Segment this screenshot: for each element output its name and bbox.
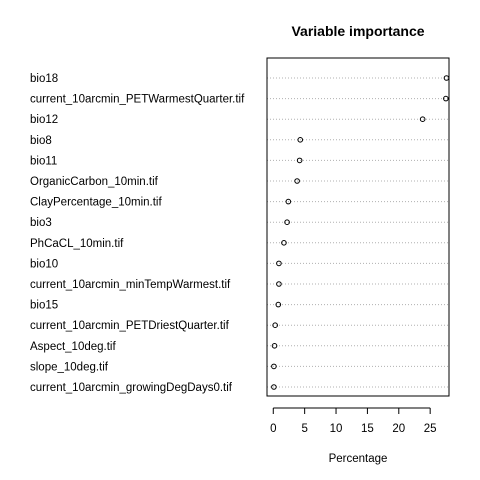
variable-label: Aspect_10deg.tif [30,341,116,353]
data-point [296,157,303,164]
data-point [297,137,304,143]
variable-label: slope_10deg.tif [30,361,109,373]
data-point [272,322,278,329]
data-point [285,198,292,205]
variable-label: current_10arcmin_PETWarmestQuarter.tif [30,94,245,106]
variable-label: current_10arcmin_growingDegDays0.tif [30,382,233,394]
x-tick-label: 15 [361,423,374,435]
x-axis-label: Percentage [329,453,388,465]
x-tick-label: 10 [330,423,343,435]
variable-label: bio8 [30,135,52,147]
variable-label: current_10arcmin_PETDriestQuarter.tif [30,320,230,332]
x-tick-label: 25 [424,423,437,435]
data-point [271,343,278,349]
variable-labels: bio18 current_10arcmin_PETWarmestQuarter.… [30,73,245,394]
variable-label: bio10 [30,258,58,270]
x-tick-label: 5 [301,423,307,435]
plot-frame [266,57,450,397]
variable-label: bio12 [30,114,58,126]
x-tick-label: 0 [270,423,276,435]
x-axis: 0 5 10 15 20 25 [270,407,437,435]
data-point [294,178,300,184]
data-point [281,240,287,246]
chart-title: Variable importance [291,23,424,39]
variable-label: bio11 [30,155,57,167]
variable-label: PhCaCL_10min.tif [30,238,124,250]
data-point [271,363,277,370]
data-points [271,75,450,390]
grid-lines [267,77,449,388]
variable-label: bio15 [30,300,58,312]
data-point [284,219,290,225]
data-point [276,281,282,287]
variable-label: bio18 [30,73,58,85]
data-point [443,95,449,102]
variable-label: bio3 [30,217,52,229]
variable-label: OrganicCarbon_10min.tif [30,176,159,188]
data-point [419,116,426,122]
data-point [275,301,282,308]
data-point [276,260,282,267]
variable-label: current_10arcmin_minTempWarmest.tif [30,279,231,291]
data-point [271,384,277,390]
x-tick-label: 20 [392,423,405,435]
variable-label: ClayPercentage_10min.tif [30,197,162,209]
